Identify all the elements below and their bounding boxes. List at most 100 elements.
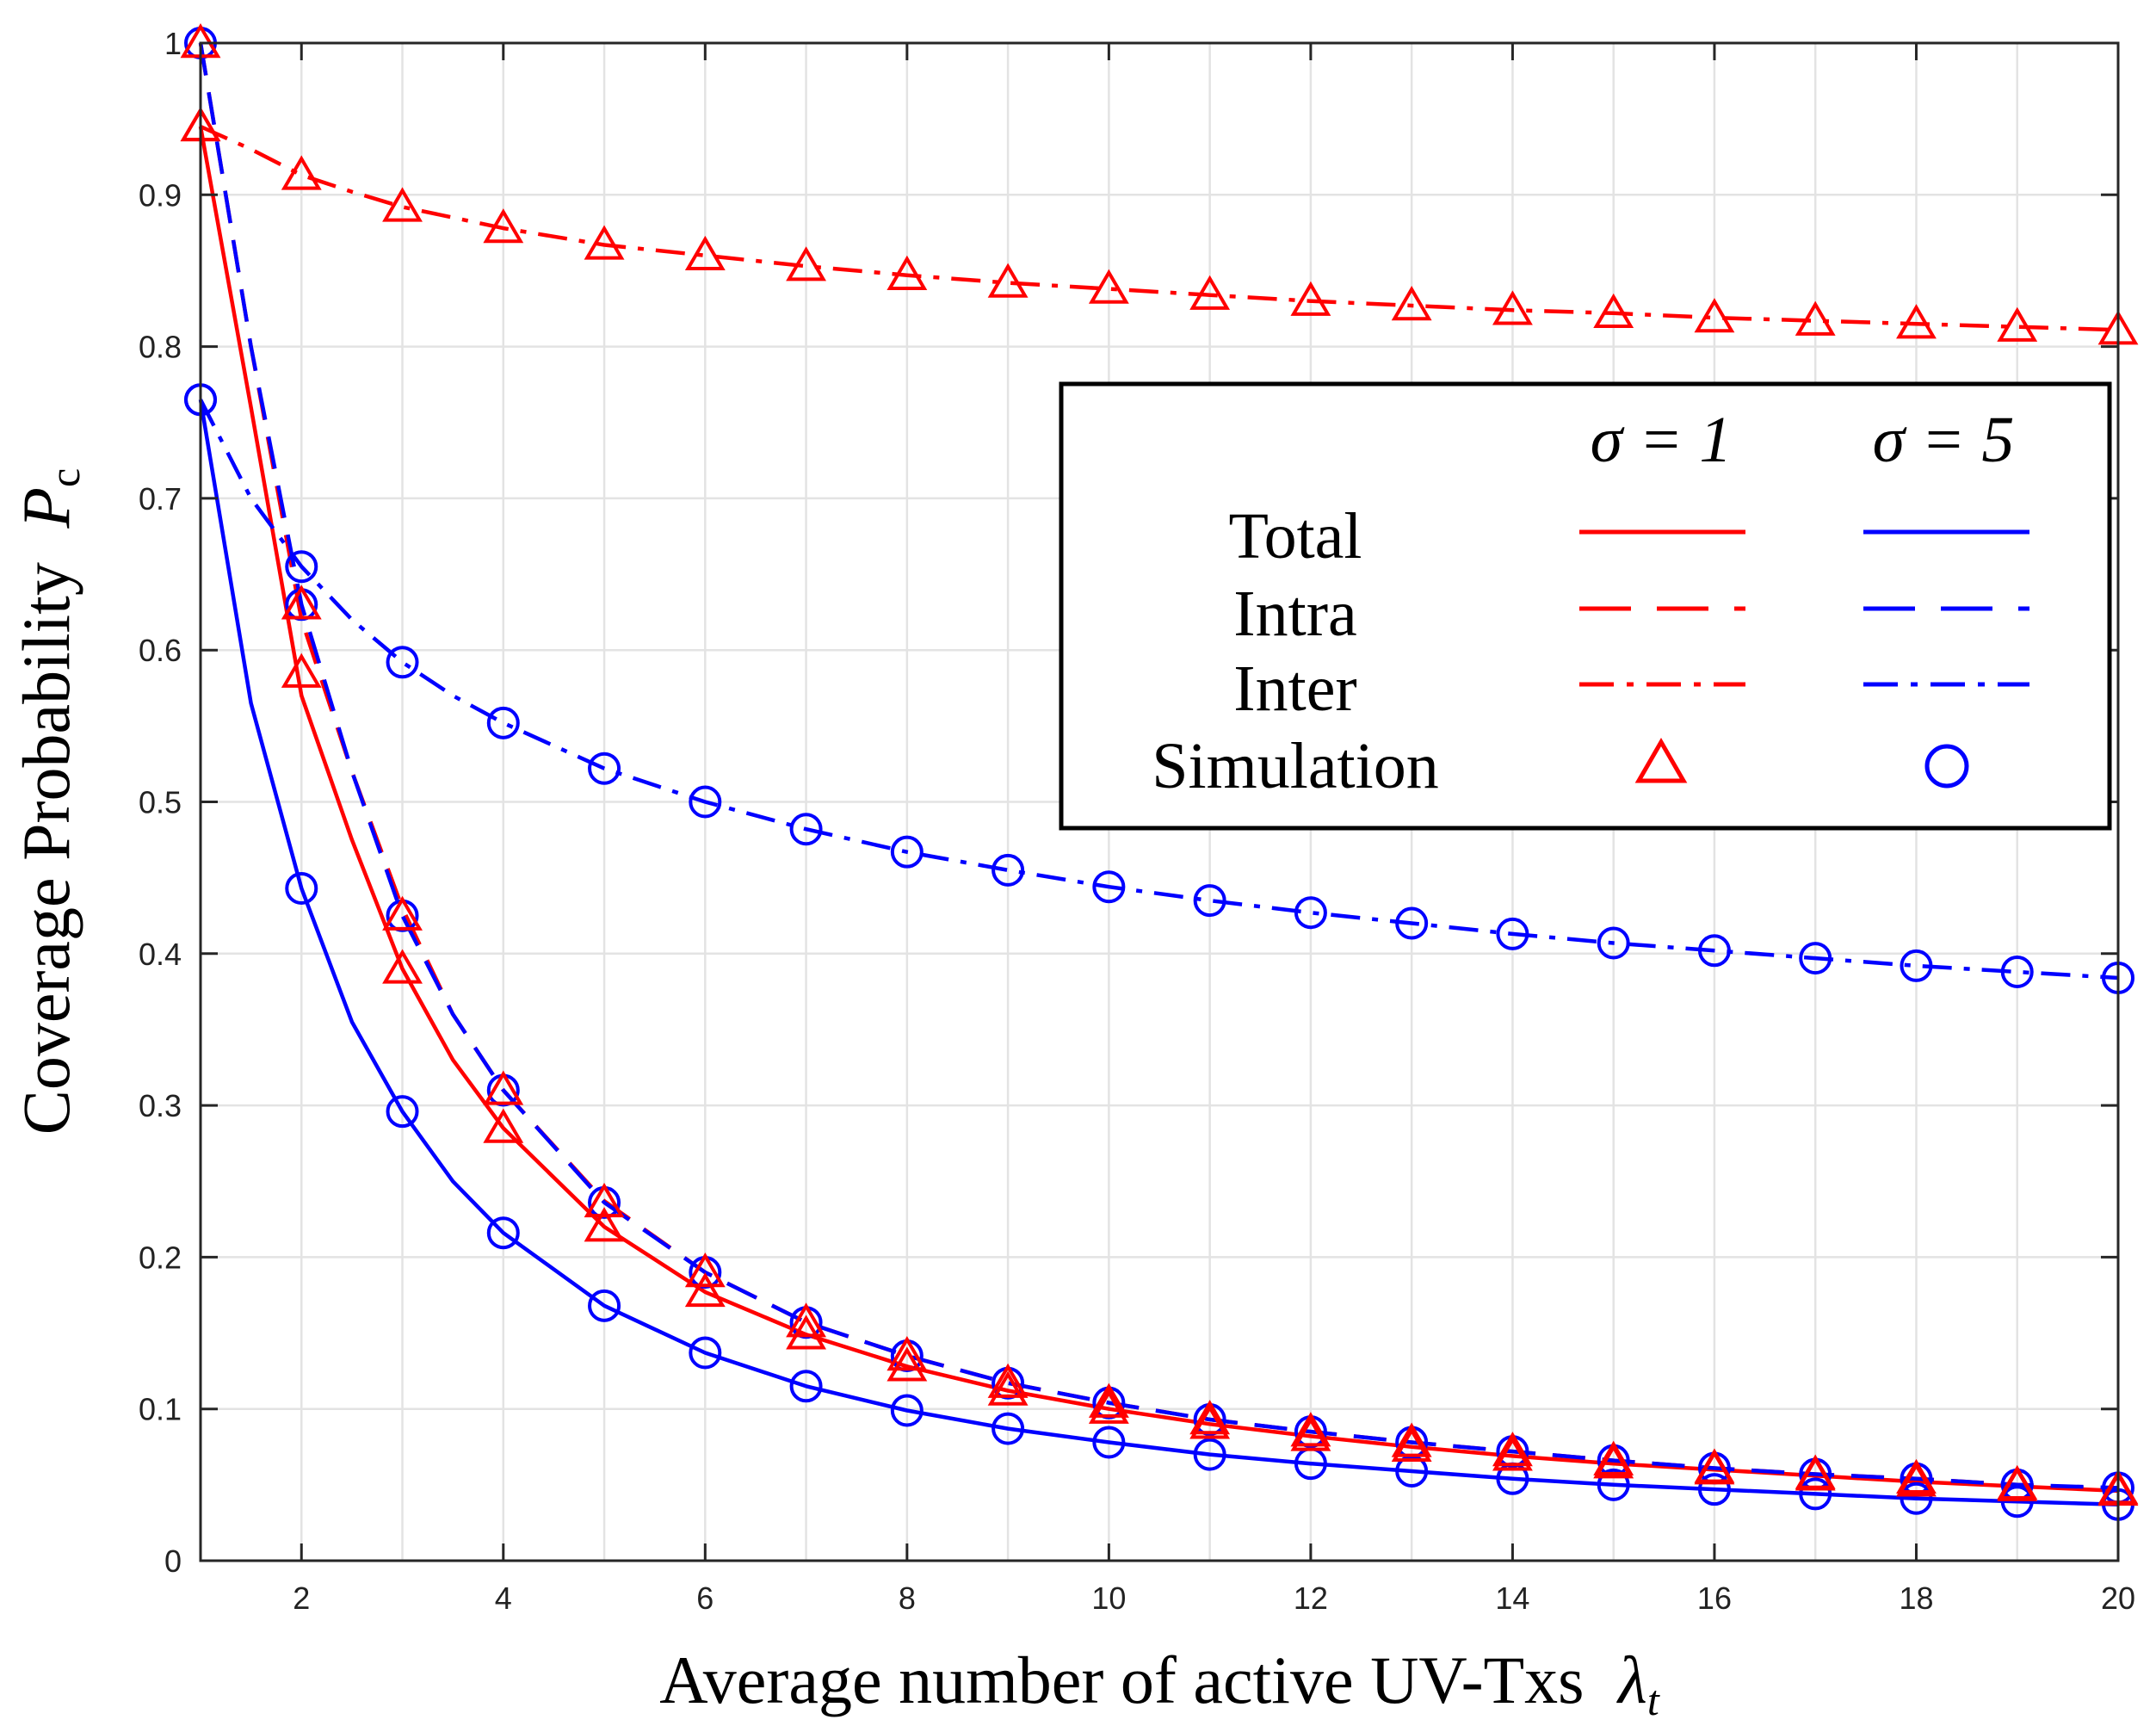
- sim-point-sigma5: [1193, 1438, 1226, 1471]
- sim-point-sigma5: [285, 550, 318, 584]
- sim-point-sigma1: [1189, 1400, 1231, 1435]
- x-axis-title: Average number of active UV-Txs λt: [659, 1642, 1660, 1724]
- sim-point-sigma5: [689, 1336, 722, 1370]
- y-axis-subscript: c: [40, 468, 89, 487]
- axis-ticks: 2 4 6 8 10 12 14 16 18 20 0 0.1 0.2 0.3 0.4 0.5 0.6 0.7 0.…: [139, 26, 2135, 1616]
- sim-point-sigma5: [789, 1370, 823, 1403]
- x-tick-label: 12: [1294, 1580, 1328, 1616]
- sim-point-sigma1: [584, 1207, 625, 1242]
- sim-point-sigma5: [992, 853, 1025, 887]
- x-tick-label: 6: [696, 1580, 714, 1616]
- sim-point-sigma5: [1395, 906, 1429, 940]
- sim-point-sigma5: [386, 1095, 419, 1129]
- sim-point-sigma5: [789, 813, 823, 846]
- sim-point-sigma1: [1492, 1436, 1533, 1471]
- sim-point-sigma1: [382, 187, 423, 222]
- sim-point-sigma1: [1391, 1422, 1432, 1457]
- sim-point-sigma1: [483, 208, 524, 244]
- sim-point-sigma1: [483, 1108, 524, 1143]
- sim-point-sigma1: [1088, 269, 1129, 304]
- y-tick-label: 0.5: [139, 785, 182, 820]
- legend-header-sigma5: σ = 5: [1873, 404, 2015, 476]
- sim-point-sigma5: [1597, 926, 1630, 960]
- y-tick-label: 0: [164, 1543, 182, 1579]
- sim-point-sigma1: [1997, 1466, 2038, 1501]
- x-tick-label: 16: [1697, 1580, 1732, 1616]
- sim-point-sigma5: [890, 835, 924, 869]
- sim-point-sigma5: [1193, 884, 1226, 918]
- sim-point-sigma1: [1694, 298, 1735, 333]
- sim-point-sigma1: [483, 1070, 524, 1105]
- sim-point-sigma5: [1092, 1426, 1126, 1459]
- sim-point-sigma5: [1697, 1473, 1731, 1506]
- sim-point-sigma5: [689, 785, 722, 819]
- sim-point-sigma5: [1294, 896, 1327, 930]
- sim-point-sigma5: [1799, 1477, 1832, 1511]
- legend-marker-circle: [1924, 744, 1969, 789]
- sim-point-sigma1: [786, 1302, 827, 1338]
- sim-point-sigma1: [584, 225, 625, 260]
- sim-point-sigma1: [886, 255, 928, 290]
- x-axis-title-text: Average number of active UV-Txs: [659, 1642, 1584, 1717]
- sim-point-sigma1: [1795, 1456, 1836, 1491]
- sim-point-sigma5: [2000, 1485, 2034, 1519]
- sim-point-sigma1: [684, 1253, 726, 1288]
- legend-box: [1059, 381, 2112, 831]
- y-tick-label: 0.9: [139, 177, 182, 213]
- sim-point-sigma1: [1593, 1444, 1634, 1479]
- x-axis-subscript: t: [1647, 1676, 1660, 1724]
- sim-point-sigma5: [2000, 955, 2034, 988]
- sim-point-sigma1: [1290, 1412, 1331, 1447]
- sim-point-sigma1: [1290, 1416, 1331, 1451]
- sim-point-sigma5: [386, 646, 419, 679]
- sim-point-sigma5: [1697, 934, 1731, 968]
- x-tick-label: 20: [2101, 1580, 2135, 1616]
- sim-point-sigma1: [684, 1271, 726, 1308]
- x-tick-label: 4: [495, 1580, 512, 1616]
- sim-point-sigma1: [1492, 290, 1533, 325]
- sim-point-sigma1: [382, 895, 423, 931]
- y-tick-label: 0.3: [139, 1088, 182, 1123]
- sim-point-sigma1: [281, 585, 322, 620]
- sim-point-sigma1: [987, 1363, 1029, 1398]
- y-axis-title-text: Coverage Probability: [9, 562, 83, 1135]
- sim-point-sigma1: [1189, 275, 1231, 310]
- sim-point-sigma1: [281, 653, 322, 688]
- y-tick-label: 0.1: [139, 1392, 182, 1427]
- legend-row-total: Total: [1228, 500, 1362, 572]
- sim-point-sigma1: [1290, 281, 1331, 316]
- sim-point-sigma5: [1092, 870, 1126, 904]
- sim-point-sigma5: [1496, 917, 1529, 950]
- y-axis-title: Coverage Probability Pc: [9, 468, 89, 1135]
- sim-point-sigma1: [1896, 304, 1937, 339]
- sim-point-sigma1: [1593, 293, 1634, 329]
- y-tick-label: 0.8: [139, 330, 182, 365]
- sim-point-sigma1: [1795, 300, 1836, 336]
- sim-point-sigma1: [1492, 1432, 1533, 1467]
- legend-marker-triangle: [1634, 738, 1688, 783]
- sim-point-sigma5: [588, 1289, 621, 1322]
- sim-point-sigma1: [786, 246, 827, 281]
- sim-point-sigma5: [992, 1412, 1025, 1445]
- sim-point-sigma1: [987, 1370, 1029, 1406]
- sim-point-sigma1: [987, 263, 1029, 298]
- sim-point-sigma1: [886, 1336, 928, 1371]
- sim-point-sigma1: [1694, 1450, 1735, 1485]
- sim-point-sigma5: [486, 1216, 520, 1250]
- sim-point-sigma1: [382, 949, 423, 984]
- sim-point-sigma5: [285, 871, 318, 905]
- sim-point-sigma1: [1896, 1462, 1937, 1497]
- series-line-total-5: [198, 399, 2119, 1507]
- x-tick-label: 2: [293, 1580, 310, 1616]
- sim-point-sigma5: [1799, 942, 1832, 975]
- sim-point-sigma5: [588, 752, 621, 785]
- marker-layer: [180, 23, 2139, 1521]
- legend-row-inter: Inter: [1233, 653, 1356, 725]
- sim-point-sigma5: [1900, 1481, 1933, 1515]
- sim-point-sigma1: [886, 1346, 928, 1382]
- x-tick-label: 14: [1495, 1580, 1529, 1616]
- x-tick-label: 8: [899, 1580, 916, 1616]
- y-tick-label: 0.7: [139, 481, 182, 517]
- y-tick-label: 0.2: [139, 1240, 182, 1275]
